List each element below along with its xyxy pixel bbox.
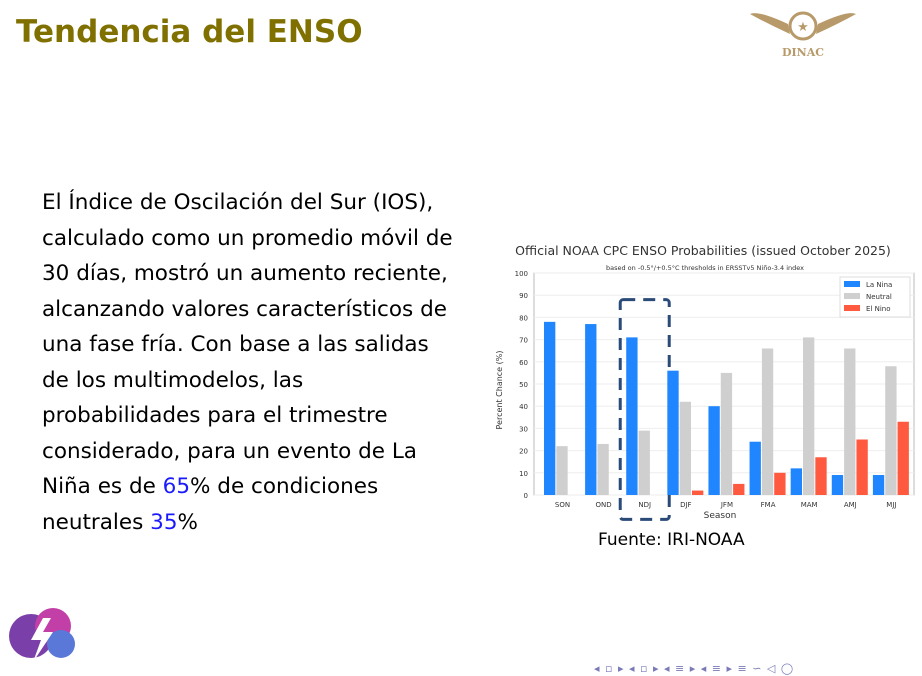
bar-la-nina-FMA [749,441,761,495]
bar-neutral-DJF [679,401,691,495]
x-tick-label: DJF [680,501,691,509]
chart-subtitle: based on -0.5°/+0.5°C thresholds in ERSS… [606,264,804,272]
source-caption: Fuente: IRI-NOAA [598,530,745,550]
x-tick-label: FMA [761,501,776,509]
bar-la-nina-DJF [667,370,679,495]
x-tick-label: MAM [801,501,818,509]
y-tick-label: 10 [519,470,528,478]
x-tick-label: NDJ [638,501,651,509]
bar-la-nina-AMJ [831,475,844,495]
bar-neutral-OND [597,443,609,495]
x-tick-label: SON [555,501,570,509]
bar-neutral-AMJ [844,348,856,495]
la-nina-percent: 65 [162,474,191,499]
y-tick-label: 60 [519,359,528,367]
y-tick-label: 70 [519,337,528,345]
bar-el-nino-JFM [733,483,745,495]
legend-swatch [844,281,860,287]
x-axis-label: Season [704,511,737,521]
logo-text: DINAC [782,46,824,59]
bar-la-nina-SON [544,321,556,495]
bar-el-nino-DJF [692,490,704,495]
y-tick-label: 50 [519,381,528,389]
y-tick-label: 20 [519,448,528,456]
y-tick-label: 0 [524,492,528,500]
y-tick-label: 40 [519,403,528,411]
bar-el-nino-MJJ [897,421,909,495]
legend-label: La Nina [866,281,892,289]
organization-logo [5,600,81,670]
bar-la-nina-NDJ [626,337,638,495]
highlight-box [618,298,671,521]
svg-text:★: ★ [797,20,809,35]
legend-swatch [844,293,860,299]
bar-la-nina-MAM [790,468,802,495]
slide-title: Tendencia del ENSO [16,14,363,50]
y-tick-label: 90 [519,292,528,300]
x-tick-label: JFM [720,501,733,509]
bar-la-nina-JFM [708,406,720,495]
legend-label: Neutral [866,293,892,301]
x-tick-label: OND [596,501,612,509]
beamer-navigation[interactable]: ◂ ▫ ▸ ◂ ▫ ▸ ◂ ≡ ▸ ◂ ≡ ▸ ≡ ∽ ◁ ◯ [594,662,795,675]
body-text: El Índice de Oscilación del Sur (IOS), c… [42,190,453,535]
chart-title: Official NOAA CPC ENSO Probabilities (is… [515,243,891,258]
bar-la-nina-OND [585,324,597,495]
y-axis-label: Percent Chance (%) [495,351,504,430]
bar-neutral-MJJ [885,366,897,495]
bar-el-nino-FMA [774,472,786,495]
bar-neutral-FMA [761,348,774,495]
x-tick-label: AMJ [844,501,857,509]
bar-neutral-JFM [720,372,733,495]
bar-neutral-SON [556,446,568,495]
x-tick-label: MJJ [886,501,896,509]
y-tick-label: 100 [515,270,528,278]
y-tick-label: 30 [519,425,528,433]
bar-neutral-NDJ [638,430,650,495]
bar-el-nino-AMJ [856,439,868,495]
legend-swatch [844,305,860,311]
neutral-percent: 35 [150,509,178,535]
legend-label: El Nino [866,305,891,313]
dinac-logo: ★ DINAC [748,2,858,64]
bar-el-nino-MAM [815,457,827,495]
bar-neutral-MAM [803,337,815,495]
enso-chart: Official NOAA CPC ENSO Probabilities (is… [495,243,915,521]
y-tick-label: 80 [519,314,528,322]
bar-la-nina-MJJ [872,475,885,495]
